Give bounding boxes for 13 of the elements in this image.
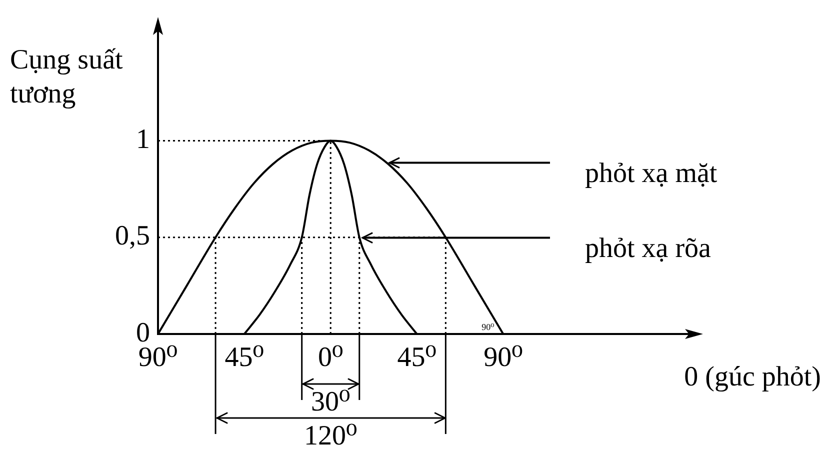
text: 120⁰ <box>304 420 358 452</box>
x-tick-label: 45⁰ <box>397 342 437 374</box>
text: phỏt xạ rõa <box>585 233 712 264</box>
y-axis-title: Cụng suất tương <box>10 44 123 110</box>
x-tick-label: 45⁰ <box>224 342 264 374</box>
x-axis-title: 0 (gúc phỏt) <box>684 361 821 392</box>
text: phỏt xạ mặt <box>585 158 718 190</box>
text: 30⁰ <box>310 386 350 418</box>
x-tick-label: 90⁰ <box>484 342 523 374</box>
x-tick-label: 0⁰ <box>318 342 344 374</box>
y-tick-label: 0,5 <box>115 220 150 252</box>
annotation: 90⁰ <box>482 322 495 332</box>
y-tick-label: 1 <box>136 124 150 156</box>
